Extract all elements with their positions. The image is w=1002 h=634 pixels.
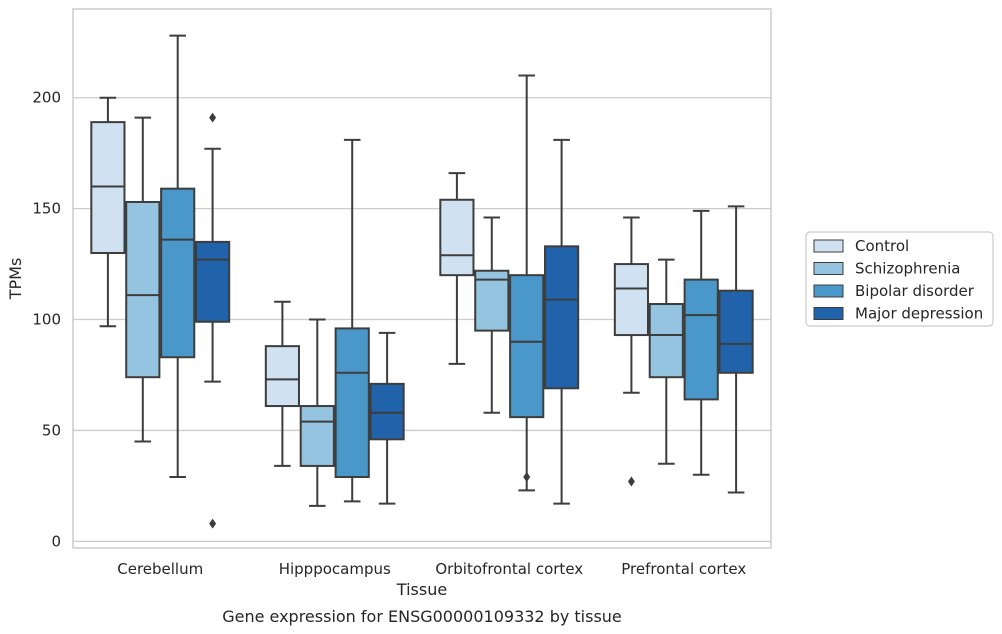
y-tick-label: 150 [32, 200, 61, 218]
box [648, 303, 684, 379]
y-tick-label: 0 [51, 532, 61, 550]
box [125, 200, 161, 379]
legend: Control Schizophrenia Bipolar disorder Majo… [805, 231, 994, 327]
box-series [90, 34, 754, 529]
box-group [160, 34, 196, 479]
x-tick-label: Prefrontal cortex [621, 560, 746, 578]
box-group [299, 318, 335, 507]
box [544, 245, 580, 390]
box [613, 263, 649, 337]
legend-label: Control [855, 237, 909, 255]
plot-area-frame [72, 8, 772, 549]
y-tick-label: 50 [42, 421, 61, 439]
box [334, 327, 370, 479]
y-axis-ticks: 0 50 100 150 200 [32, 89, 61, 551]
legend-swatch [813, 239, 844, 253]
legend-label: Schizophrenia [855, 260, 960, 278]
y-axis-label: TPMs [6, 258, 25, 301]
box [369, 382, 405, 441]
outlier-point [523, 472, 531, 483]
box-group [648, 258, 684, 465]
box-group [334, 138, 370, 503]
box [474, 269, 510, 332]
outlier-point [209, 112, 217, 123]
box-group [90, 96, 126, 328]
box-group [474, 216, 510, 414]
box [264, 345, 300, 408]
legend-swatch [813, 262, 844, 275]
box-group [195, 112, 231, 529]
outlier-point [627, 476, 635, 487]
y-tick-label: 200 [32, 89, 61, 107]
box [509, 274, 545, 419]
box [195, 240, 231, 323]
box-group [509, 74, 545, 492]
box [299, 405, 335, 467]
box-group [125, 116, 161, 443]
box-group [718, 205, 754, 494]
legend-swatch [813, 307, 844, 320]
legend-frame [805, 231, 994, 327]
box [439, 198, 475, 277]
box [90, 121, 126, 254]
chart-caption: Gene expression for ENSG00000109332 by t… [222, 607, 622, 626]
x-axis-ticks: Cerebellum Hipppocampus Orbitofrontal cort… [117, 560, 746, 578]
box-group [264, 300, 300, 467]
y-tick-label: 100 [32, 311, 61, 329]
x-tick-label: Cerebellum [117, 560, 203, 578]
box [718, 289, 754, 374]
legend-label: Bipolar disorder [855, 282, 975, 300]
box-group [613, 216, 649, 487]
box-group [683, 209, 719, 476]
box-group [544, 138, 580, 505]
outlier-point [209, 518, 217, 529]
box [683, 278, 719, 401]
box-group [439, 172, 475, 365]
box [160, 187, 196, 359]
legend-swatch [813, 284, 844, 298]
box-group [369, 331, 405, 505]
legend-label: Major depression [855, 305, 983, 323]
x-axis-label: Tissue [396, 580, 447, 599]
x-tick-label: Hipppocampus [279, 560, 391, 578]
x-tick-label: Orbitofrontal cortex [435, 560, 583, 578]
